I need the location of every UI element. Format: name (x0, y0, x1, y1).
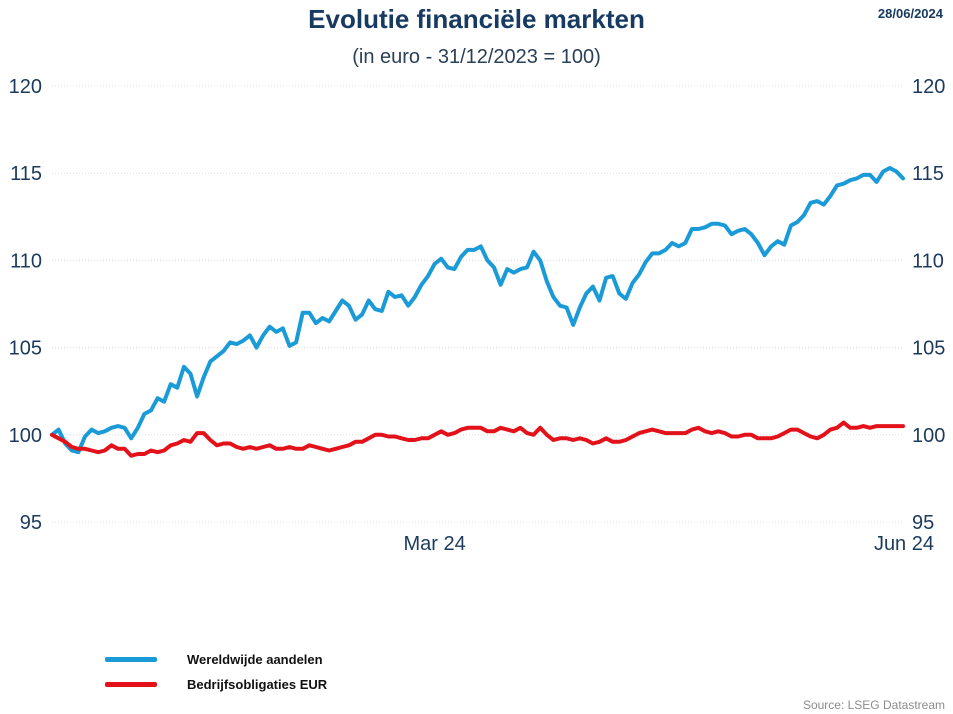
y-tick-left-95: 95 (20, 512, 42, 534)
series-line-bonds (50, 420, 905, 458)
legend-swatch-stocks (105, 657, 157, 662)
y-tick-right-120: 120 (912, 76, 945, 98)
line-chart: 95 95 100 100 105 105 110 110 115 115 120 120 Mar 24… (9, 76, 946, 555)
legend-label-bonds: Bedrijfsobligaties EUR (187, 677, 328, 692)
y-tick-left-110: 110 (10, 250, 42, 272)
x-tick-1: Jun 24 (874, 533, 934, 555)
y-tick-right-95: 95 (912, 512, 934, 534)
y-tick-right-100: 100 (912, 425, 945, 447)
source-note: Source: LSEG Datastream (802, 698, 945, 712)
y-tick-left-120: 120 (9, 76, 42, 98)
y-tick-right-115: 115 (912, 163, 944, 185)
chart-subtitle: (in euro - 31/12/2023 = 100) (352, 46, 601, 68)
y-tick-left-115: 115 (10, 163, 42, 185)
legend-swatch-bonds (105, 682, 157, 687)
y-tick-left-105: 105 (9, 338, 42, 360)
legend-item-bonds: Bedrijfsobligaties EUR (105, 677, 327, 692)
y-tick-left-100: 100 (9, 425, 42, 447)
report-date: 28/06/2024 (877, 6, 943, 21)
series-line-stocks (50, 166, 905, 455)
legend-item-stocks: Wereldwijde aandelen (105, 652, 323, 667)
y-tick-right-110: 110 (912, 250, 944, 272)
y-tick-right-105: 105 (912, 338, 945, 360)
legend-label-stocks: Wereldwijde aandelen (187, 652, 323, 667)
chart-title: Evolutie financiële markten (308, 4, 645, 34)
x-tick-0: Mar 24 (403, 533, 465, 555)
